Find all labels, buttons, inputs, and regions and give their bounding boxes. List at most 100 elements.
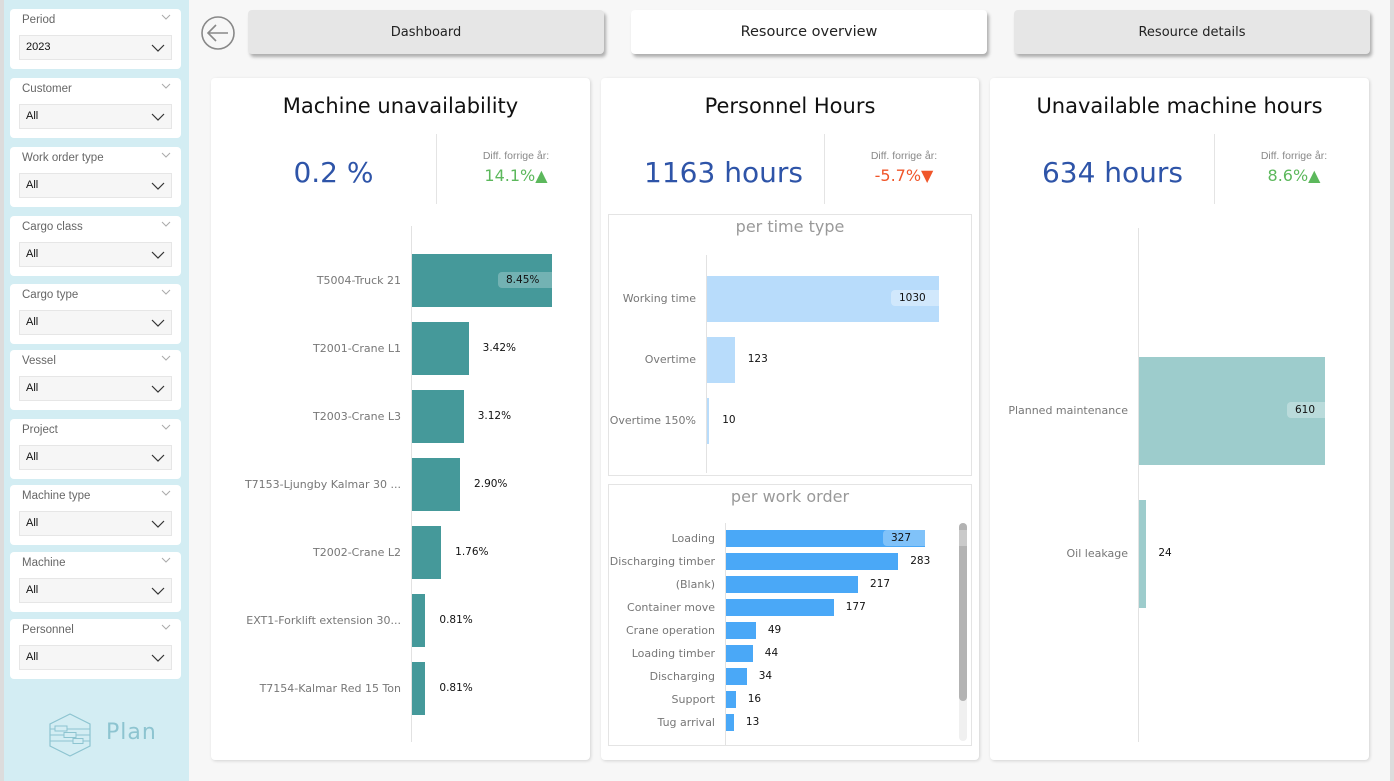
slicer-dropdown[interactable]: All (19, 242, 172, 267)
diff-value: -5.7%▼ (829, 166, 979, 185)
slicer-value: All (26, 316, 39, 328)
slicer-value: All (26, 451, 39, 463)
work-order-panel: per work order Loading 327 Discharging tim… (608, 484, 972, 746)
chevron-down-icon[interactable] (161, 12, 171, 22)
value-label: 34 (758, 669, 773, 682)
bar[interactable] (412, 458, 461, 511)
chevron-down-icon[interactable] (161, 287, 171, 297)
bar[interactable] (412, 526, 442, 579)
category-label: Tug arrival (657, 715, 715, 729)
window-right-edge (1390, 0, 1394, 781)
chevron-down-icon[interactable] (161, 150, 171, 160)
slicer-value: 2023 (26, 41, 51, 53)
slicer-dropdown[interactable]: All (19, 310, 172, 335)
category-label: Crane operation (626, 623, 715, 637)
bar[interactable] (726, 714, 734, 731)
slicer-title: Cargo class (22, 221, 83, 233)
diff-value: 8.6%▲ (1219, 166, 1369, 185)
bar[interactable] (1139, 500, 1147, 608)
chevron-down-icon[interactable] (161, 622, 171, 632)
slicer-dropdown[interactable]: All (19, 445, 172, 470)
slicer-value: All (26, 248, 39, 260)
chevron-down-icon[interactable] (161, 81, 171, 91)
chevron-down-icon[interactable] (161, 488, 171, 498)
slicer-dropdown[interactable]: All (19, 645, 172, 670)
slicer-title: Cargo type (22, 289, 79, 301)
slicer-cargo-class: Cargo class All (10, 216, 181, 276)
slicer-dropdown[interactable]: All (19, 376, 172, 401)
slicer-value: All (26, 382, 39, 394)
logo-text: Plan (106, 720, 157, 745)
bar[interactable] (726, 645, 753, 662)
slicer-vessel: Vessel All (10, 350, 181, 410)
value-label: 8.45% (498, 271, 590, 288)
window-left-edge (0, 0, 4, 781)
slicer-machine: Machine All (10, 552, 181, 612)
category-label: T2002-Crane L2 (313, 545, 401, 559)
value-label: 10 (722, 414, 736, 426)
bar[interactable] (726, 691, 736, 708)
bar[interactable] (726, 553, 899, 570)
card-title: Personnel Hours (704, 94, 876, 118)
slicer-title: Customer (22, 83, 72, 95)
bar[interactable] (412, 594, 426, 647)
value-label: 49 (767, 623, 782, 636)
chevron-down-icon[interactable] (161, 555, 171, 565)
slicer-dropdown[interactable]: 2023 (19, 35, 172, 60)
work-order-title: per work order (730, 487, 850, 506)
slicer-value: All (26, 179, 39, 191)
bar[interactable] (726, 576, 859, 593)
slicer-work-order-type: Work order type All (10, 147, 181, 207)
slicer-title: Work order type (22, 152, 104, 164)
triangle-up-icon: ▲ (535, 166, 548, 185)
bar[interactable] (726, 530, 925, 547)
slicer-dropdown[interactable]: All (19, 104, 172, 129)
slicer-cargo-type: Cargo type All (10, 284, 181, 344)
time-type-title: per time type (735, 217, 845, 236)
axis-line (706, 255, 707, 473)
slicer-dropdown[interactable]: All (19, 173, 172, 198)
value-label: 0.81% (439, 681, 473, 694)
kpi-value: 634 hours (1041, 156, 1184, 189)
bar[interactable] (726, 668, 747, 685)
resource-overview-button[interactable]: Resource overview (631, 10, 987, 54)
diff-label: Diff. forrige år: (1260, 150, 1328, 162)
bar[interactable] (412, 390, 464, 443)
chevron-down-icon (151, 520, 165, 528)
slicer-project: Project All (10, 419, 181, 479)
bar[interactable] (412, 322, 469, 375)
time-type-panel: per time type Working time 1030 Overtime 12… (608, 214, 972, 476)
scrollbar-thumb[interactable] (959, 523, 967, 701)
category-label: T7154-Kalmar Red 15 Ton (259, 681, 401, 695)
bar[interactable] (707, 276, 939, 322)
category-label: Loading timber (631, 646, 715, 660)
value-label: 283 (910, 554, 931, 567)
bar[interactable] (1139, 357, 1325, 465)
diff-percent: 14.1% (484, 166, 536, 185)
slicer-dropdown[interactable]: All (19, 511, 172, 536)
bar[interactable] (726, 622, 756, 639)
resource-details-button[interactable]: Resource details (1014, 10, 1370, 54)
diff-value: 14.1%▲ (441, 166, 591, 185)
back-arrow-icon[interactable] (200, 15, 236, 51)
bar[interactable] (707, 398, 710, 444)
machine-unavailability-card: Machine unavailability 0.2 % Diff. forri… (211, 78, 590, 760)
axis-line (411, 226, 412, 742)
bar[interactable] (707, 337, 735, 383)
slicer-dropdown[interactable]: All (19, 578, 172, 603)
bar[interactable] (412, 254, 552, 307)
chevron-down-icon[interactable] (161, 422, 171, 432)
bar[interactable] (726, 599, 834, 616)
kpi-value: 1163 hours (644, 156, 803, 189)
card-title: Machine unavailability (282, 94, 519, 118)
bar[interactable] (412, 662, 426, 715)
category-label: (Blank) (675, 577, 715, 591)
chevron-down-icon[interactable] (161, 353, 171, 363)
chevron-down-icon[interactable] (161, 219, 171, 229)
filter-sidebar: Plan Period 2023 Customer All Work order typ… (4, 0, 189, 781)
category-label: Loading (671, 531, 715, 545)
value-label: 327 (883, 529, 971, 546)
dashboard-button[interactable]: Dashboard (248, 10, 604, 54)
axis-line (725, 523, 726, 745)
slicer-customer: Customer All (10, 78, 181, 138)
